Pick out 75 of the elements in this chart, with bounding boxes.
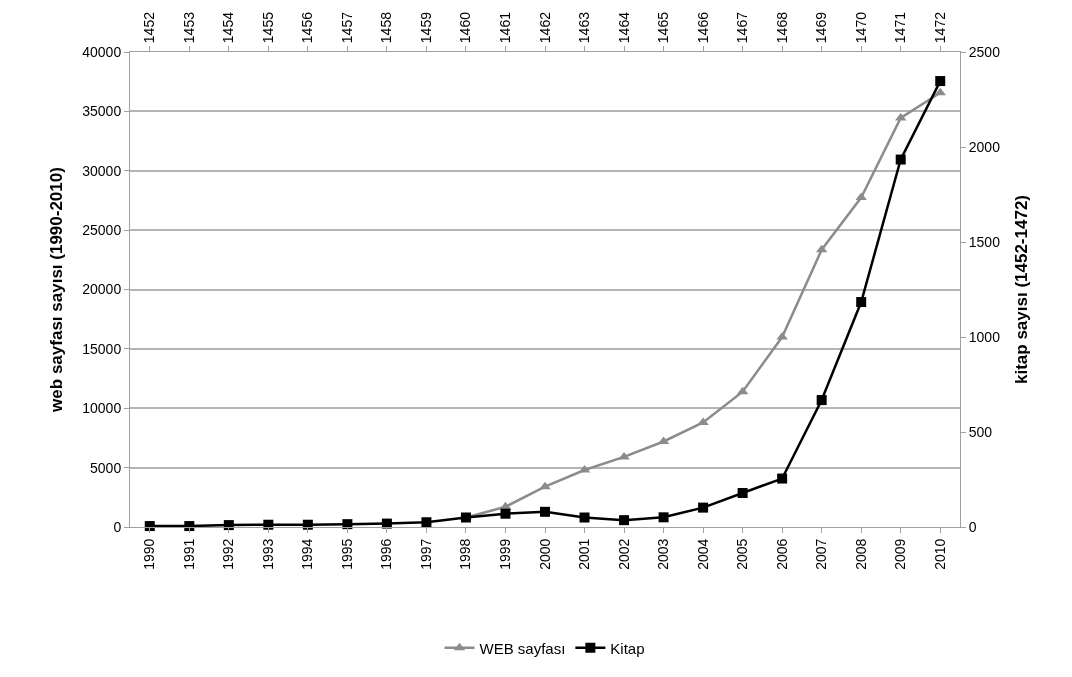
- y-tick-label: 15000: [82, 340, 122, 357]
- x-tick-label: 1995: [338, 538, 355, 570]
- x-tick-label: 1993: [259, 538, 276, 570]
- x-tick-label: 2010: [931, 538, 948, 570]
- y2-tick-label: 2000: [968, 138, 1001, 155]
- point: [619, 515, 630, 526]
- x-tick-label: 2000: [536, 538, 553, 570]
- x-tick-label: 2009: [892, 538, 909, 570]
- y2-tick-label: 1000: [968, 328, 1001, 345]
- point: [698, 502, 709, 513]
- x-tick-label: 2006: [773, 538, 790, 570]
- legend-label: Kitap: [610, 639, 645, 657]
- x-tick-label: 2004: [694, 538, 711, 570]
- y2-tick-label: 1500: [968, 233, 1001, 250]
- x2-tick-label: 1454: [220, 11, 237, 44]
- y-tick-label: 30000: [82, 162, 122, 179]
- point: [500, 508, 511, 519]
- y-tick-label: 0: [113, 518, 122, 535]
- y-tick-label: 25000: [82, 222, 122, 239]
- x-tick-label: 2008: [852, 538, 869, 570]
- point: [539, 481, 551, 490]
- x-tick-label: 1997: [417, 538, 434, 570]
- x-tick-label: 2001: [576, 538, 593, 570]
- point: [816, 395, 827, 406]
- y-tick-label: 5000: [90, 459, 122, 476]
- x-tick-label: 1991: [180, 538, 197, 570]
- x2-tick-label: 1463: [576, 11, 593, 44]
- x2-tick-label: 1472: [931, 11, 948, 44]
- x2-tick-label: 1452: [141, 11, 158, 44]
- x2-tick-label: 1457: [338, 11, 355, 44]
- x2-tick-label: 1461: [497, 11, 514, 44]
- point: [895, 154, 906, 165]
- x-tick-label: 2005: [734, 538, 751, 570]
- x-tick-label: 1996: [378, 538, 395, 570]
- x2-tick-label: 1467: [734, 11, 751, 44]
- y2-tick-label: 0: [968, 518, 977, 535]
- x2-tick-label: 1462: [536, 11, 553, 44]
- point: [579, 512, 590, 523]
- point: [777, 473, 788, 484]
- x2-tick-label: 1460: [457, 11, 474, 44]
- x2-tick-label: 1466: [694, 11, 711, 44]
- x-tick-label: 1992: [220, 538, 237, 570]
- y2-tick-label: 500: [968, 423, 993, 440]
- x-tick-label: 2007: [813, 538, 830, 570]
- x2-tick-label: 1470: [852, 11, 869, 44]
- point: [421, 517, 432, 528]
- legend-label: WEB sayfası: [479, 639, 566, 657]
- x2-tick-label: 1468: [773, 11, 790, 44]
- x-tick-label: 2002: [615, 538, 632, 570]
- point: [737, 487, 748, 498]
- y-tick-label: 10000: [82, 400, 122, 417]
- x2-tick-label: 1464: [615, 11, 632, 44]
- x-tick-label: 2003: [655, 538, 672, 570]
- y-tick-label: 40000: [82, 43, 122, 60]
- x2-tick-label: 1456: [299, 11, 316, 44]
- x-tick-label: 1998: [457, 538, 474, 570]
- x2-tick-label: 1453: [180, 11, 197, 44]
- point: [658, 512, 669, 523]
- y2-axis-title: kitap sayısı (1452-1472): [1011, 194, 1031, 385]
- x-tick-label: 1994: [299, 538, 316, 570]
- x2-tick-label: 1459: [417, 11, 434, 44]
- x2-tick-label: 1469: [813, 11, 830, 44]
- x2-tick-label: 1458: [378, 11, 395, 44]
- y-axis-title: web sayfası sayısı (1990-2010): [46, 167, 66, 413]
- point: [856, 297, 867, 308]
- x2-tick-label: 1471: [892, 11, 909, 44]
- x2-tick-label: 1455: [259, 11, 276, 44]
- y-tick-label: 20000: [82, 281, 122, 298]
- x-tick-label: 1990: [141, 538, 158, 570]
- y2-tick-label: 2500: [968, 43, 1001, 60]
- point: [540, 506, 550, 517]
- x-tick-label: 1999: [497, 538, 514, 570]
- point: [935, 76, 946, 87]
- x2-tick-label: 1465: [655, 11, 672, 44]
- y-tick-label: 35000: [82, 103, 122, 120]
